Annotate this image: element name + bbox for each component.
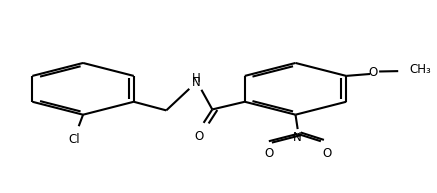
Text: O: O bbox=[322, 147, 331, 160]
Text: N: N bbox=[191, 76, 200, 89]
Text: O: O bbox=[369, 66, 378, 79]
Text: H: H bbox=[191, 72, 200, 85]
Text: O: O bbox=[194, 130, 204, 143]
Text: N: N bbox=[293, 131, 302, 144]
Text: CH₃: CH₃ bbox=[409, 63, 431, 76]
Text: O: O bbox=[264, 147, 273, 160]
Text: Cl: Cl bbox=[69, 133, 80, 146]
